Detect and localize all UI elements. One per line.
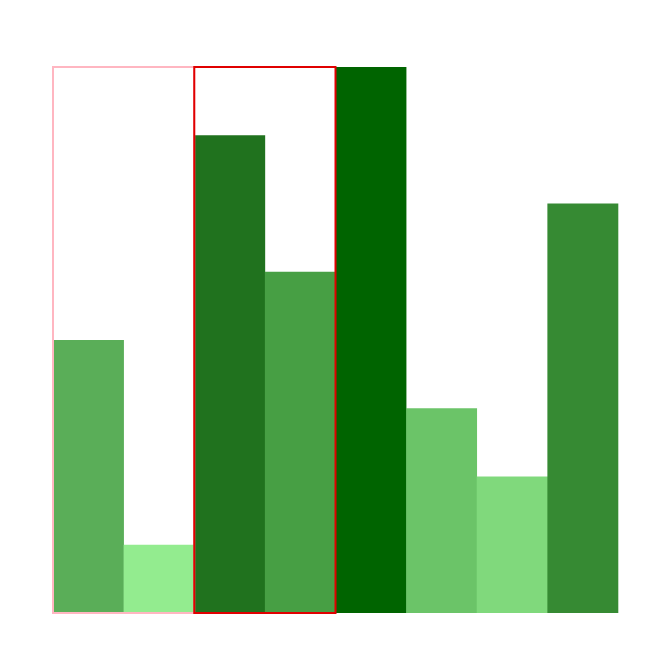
bar-4 xyxy=(264,271,336,613)
bar-8 xyxy=(547,203,619,613)
highlight-box-2 xyxy=(193,66,337,614)
bar-1 xyxy=(53,340,124,613)
bar-3 xyxy=(194,135,266,613)
bar-5 xyxy=(335,67,407,613)
bar-6 xyxy=(406,408,478,613)
highlight-boxes-group xyxy=(52,66,337,614)
bars-group xyxy=(53,67,619,613)
bar-7 xyxy=(476,476,548,613)
bar-2 xyxy=(123,544,195,613)
